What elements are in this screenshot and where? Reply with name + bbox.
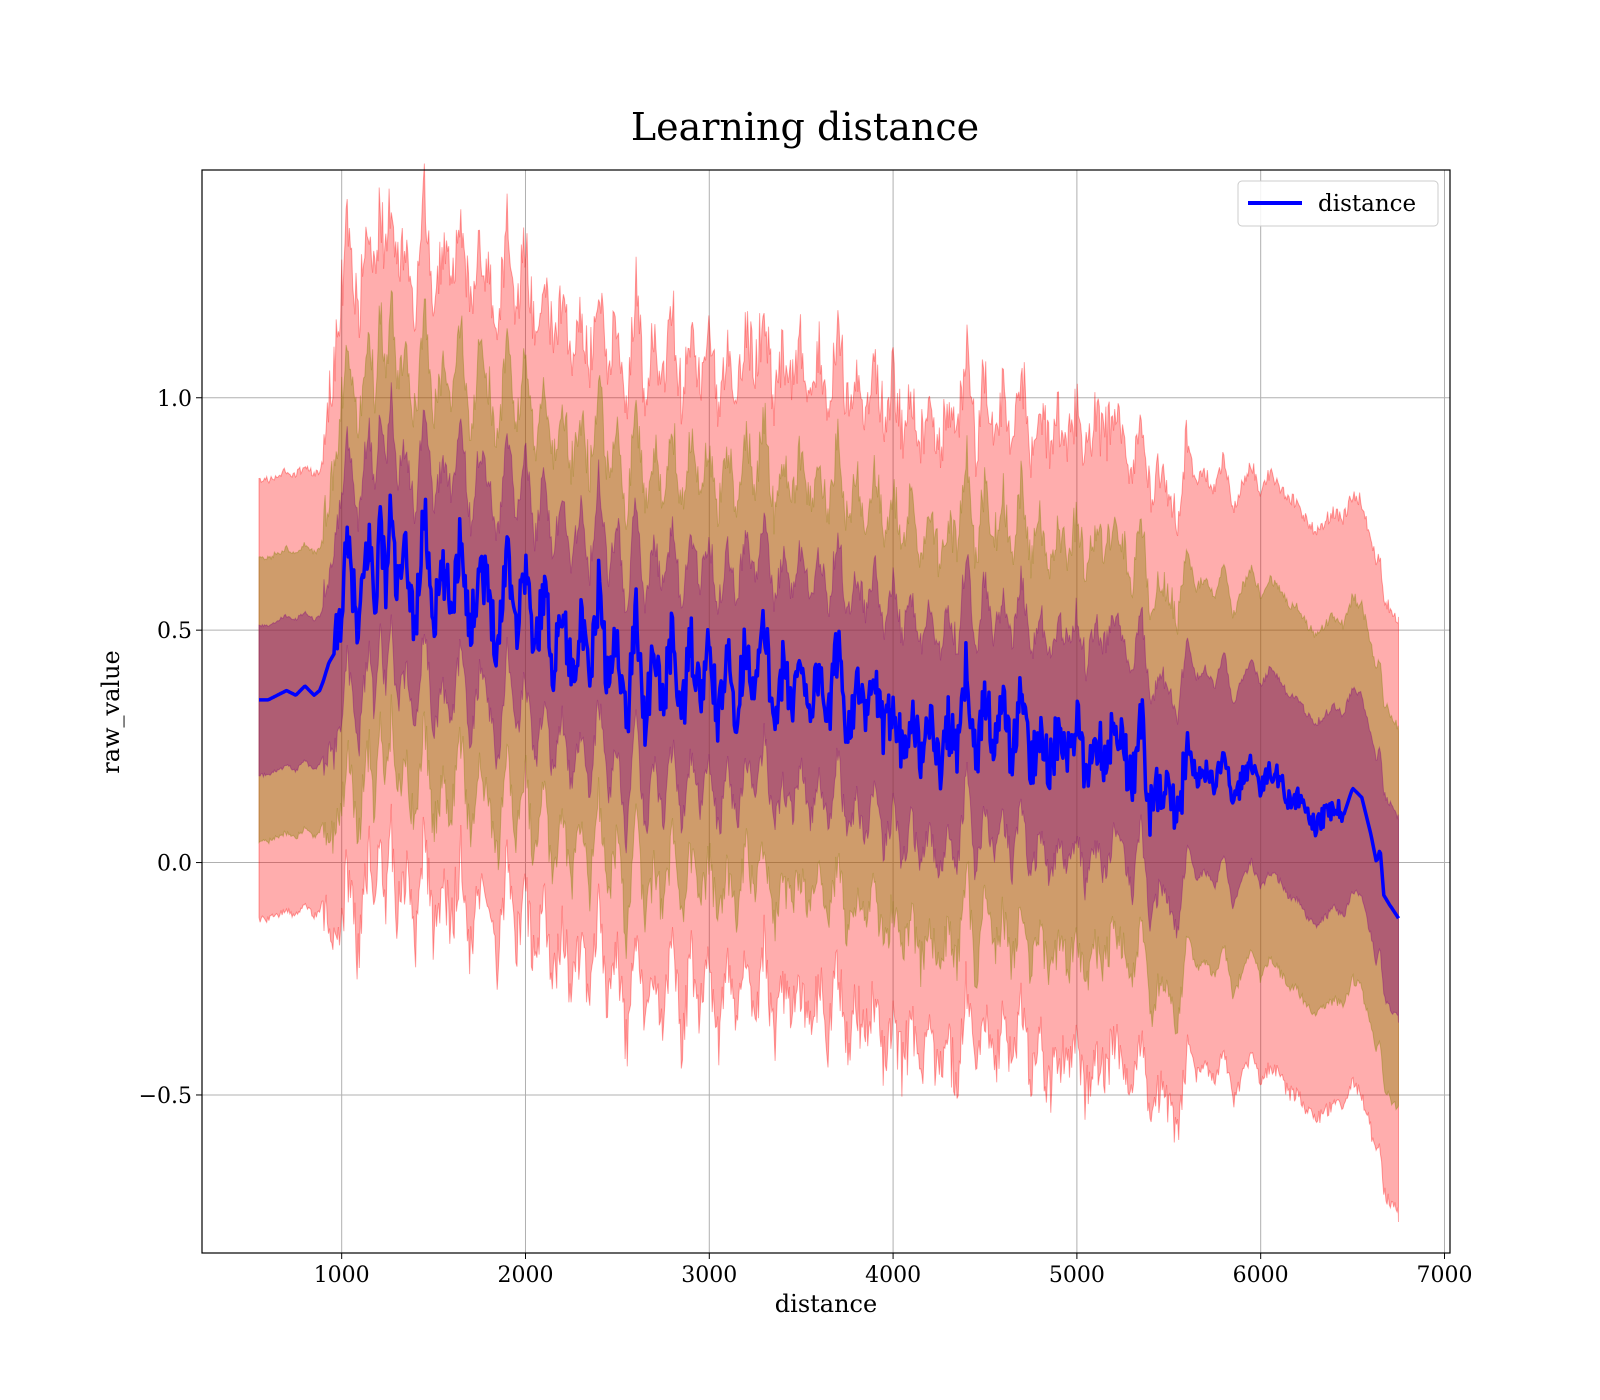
x-tick-label: 3000 — [681, 1263, 737, 1288]
legend-frame — [1237, 180, 1439, 227]
plot-area-frame — [201, 169, 1451, 1254]
legend-label-distance: distance — [1318, 191, 1416, 217]
x-axis-label: distance — [775, 1290, 877, 1318]
x-tick-label: 4000 — [865, 1263, 921, 1288]
y-tick-label: 0.5 — [157, 619, 192, 644]
y-axis-label: raw_value — [97, 650, 125, 774]
x-tick-label: 5000 — [1049, 1263, 1105, 1288]
legend: distance — [1237, 180, 1439, 227]
x-tick-label: 7000 — [1416, 1263, 1472, 1288]
series-line-layer — [258, 493, 1401, 920]
x-tick-label: 6000 — [1233, 1263, 1289, 1288]
y-tick-label: 0.0 — [157, 852, 192, 877]
y-tick-label: 1.0 — [157, 387, 192, 412]
series-line-distance — [258, 493, 1401, 920]
x-tick-label: 2000 — [497, 1263, 553, 1288]
x-axis-ticks: 1000 2000 3000 4000 5000 6000 7000 — [314, 1253, 1472, 1288]
y-tick-label: −0.5 — [139, 1084, 192, 1109]
y-axis-ticks: −0.5 0.0 0.5 1.0 — [139, 387, 202, 1109]
chart-title: Learning distance — [631, 105, 979, 149]
x-tick-label: 1000 — [314, 1263, 370, 1288]
